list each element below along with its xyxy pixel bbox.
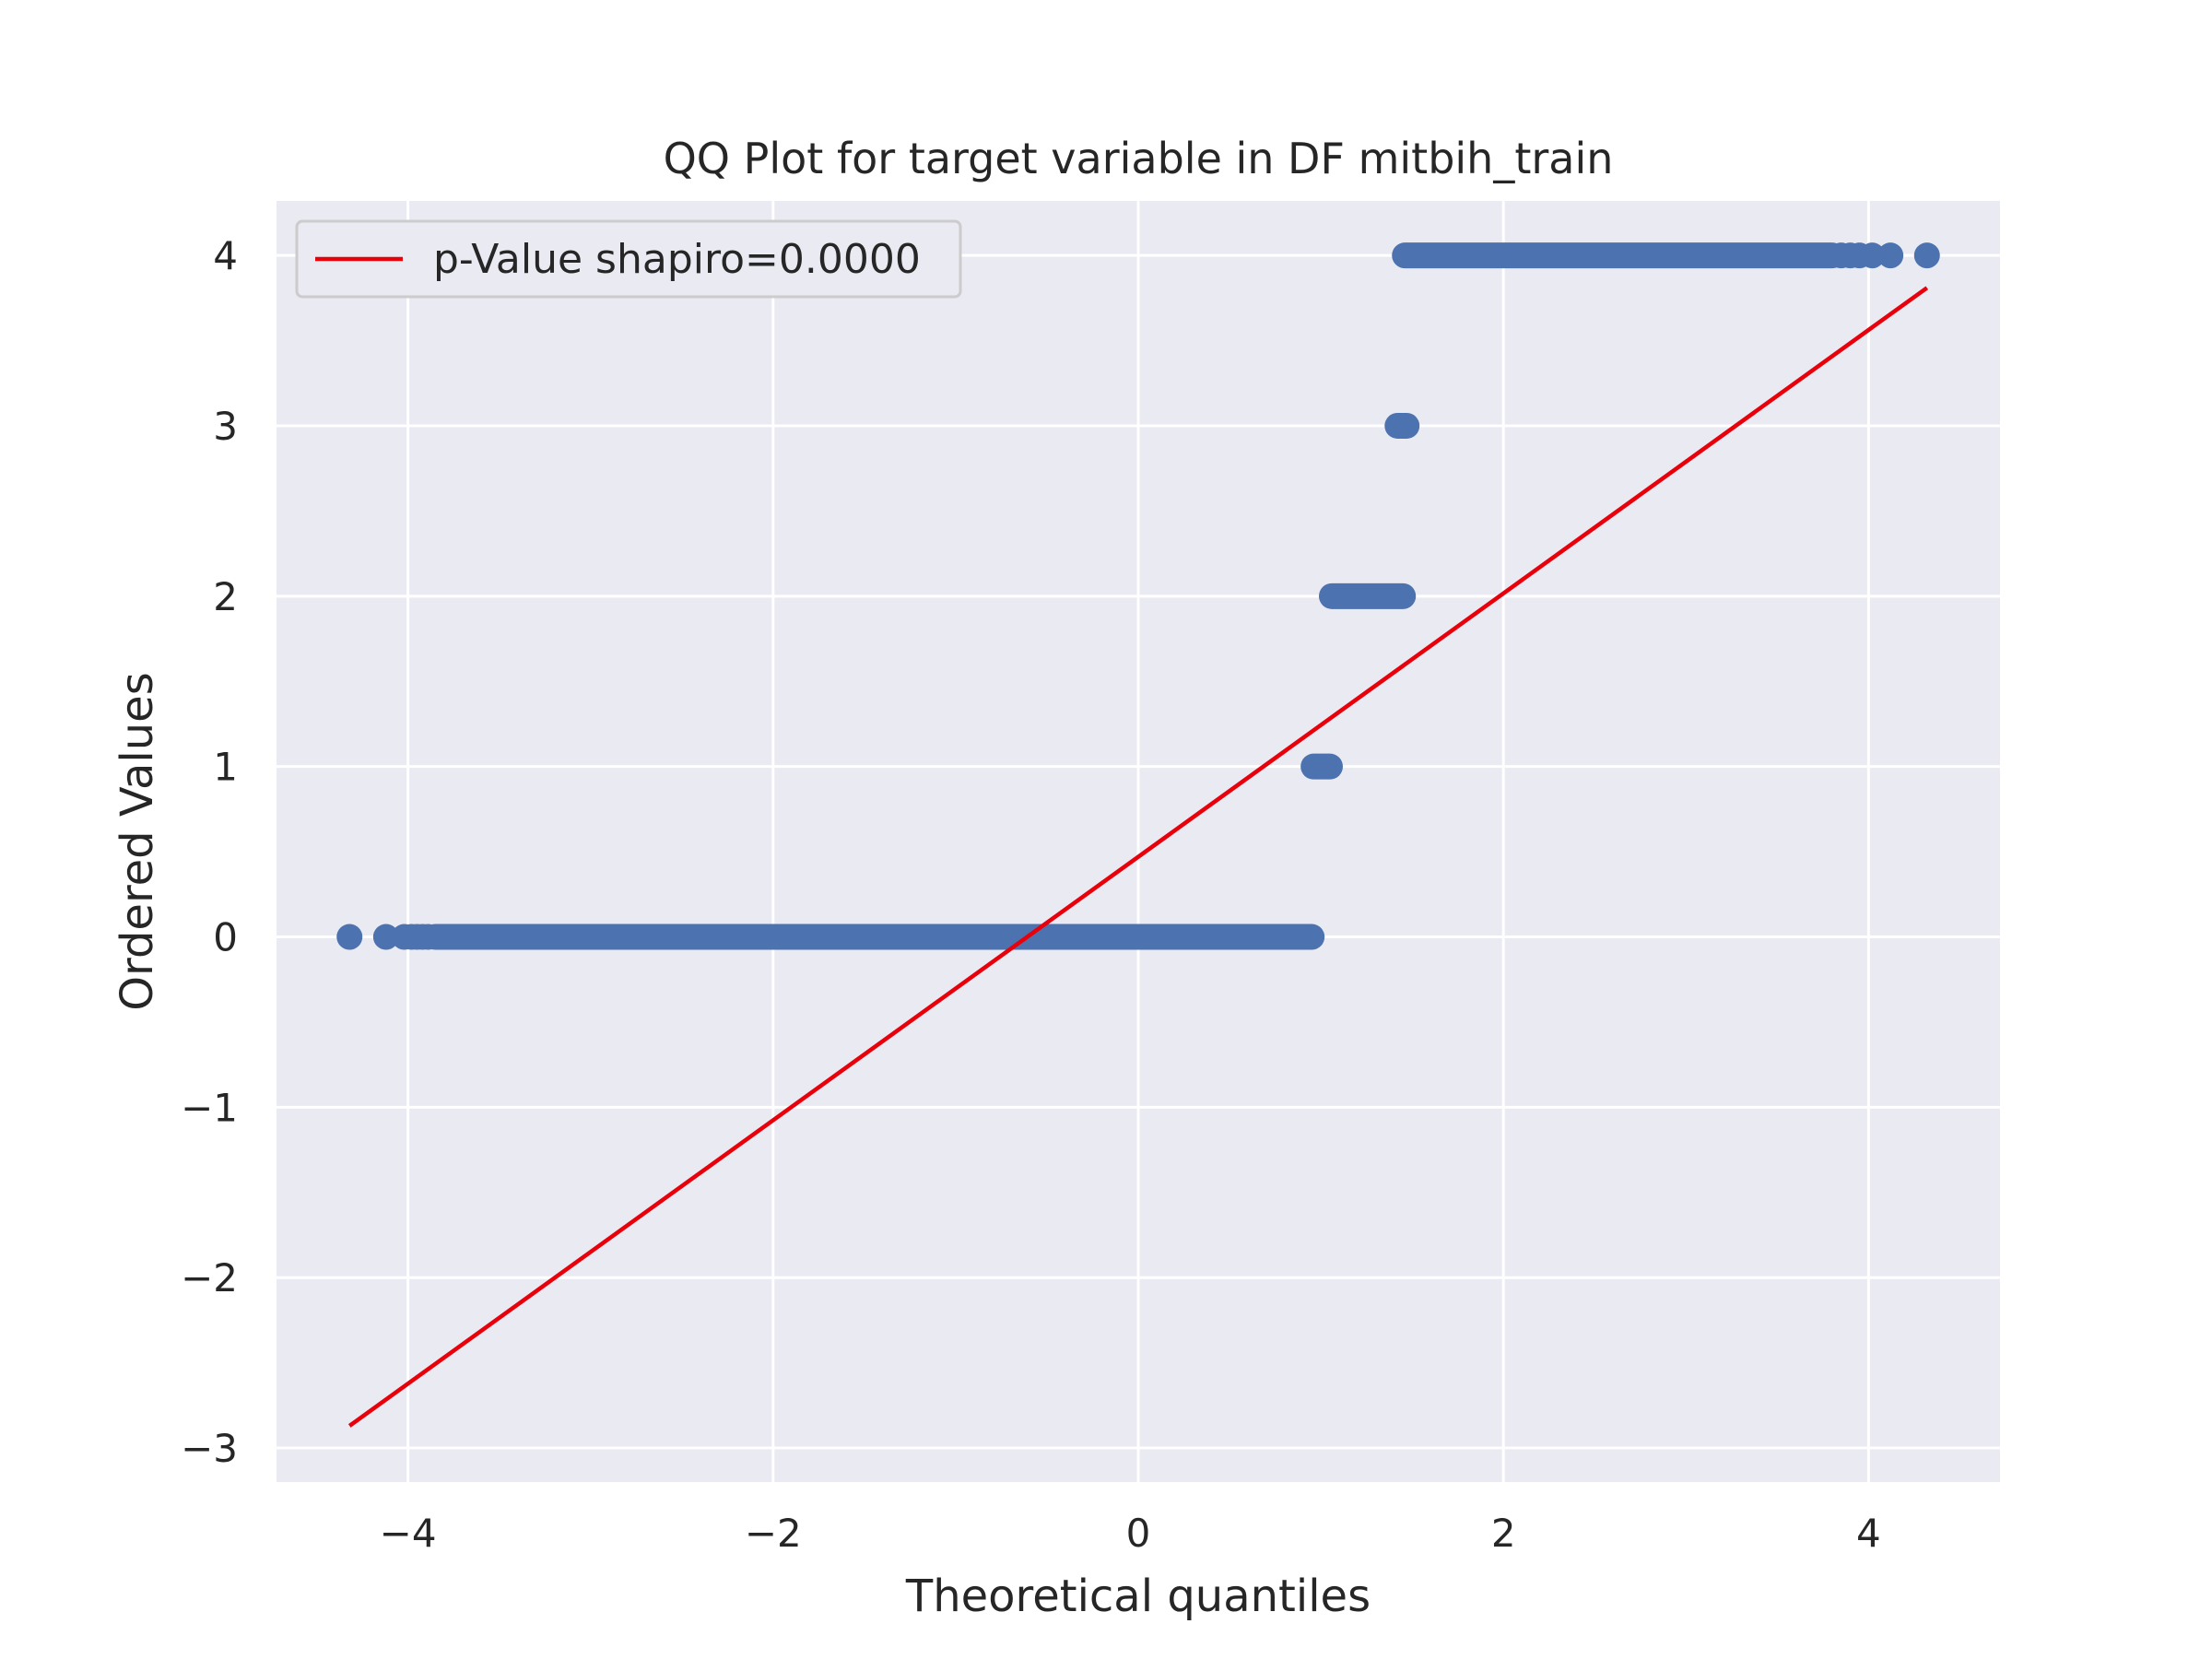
y-tick-label: −1	[181, 1085, 238, 1130]
y-tick-label: −3	[181, 1426, 238, 1471]
y-tick-label: 1	[213, 745, 238, 790]
fit-line-layer	[347, 286, 1929, 1428]
data-point	[415, 924, 441, 950]
data-point	[1859, 242, 1886, 269]
x-axis-label: Theoretical quantiles	[905, 1571, 1371, 1622]
legend-label: p-Value shapiro=0.0000	[433, 236, 921, 283]
legend: p-Value shapiro=0.0000	[295, 219, 962, 299]
y-tick-label: 3	[213, 404, 238, 449]
x-tick-label: −4	[380, 1511, 437, 1556]
chart-title: QQ Plot for target variable in DF mitbih…	[664, 134, 1614, 183]
data-point	[372, 924, 399, 950]
x-tick-label: 2	[1491, 1511, 1516, 1556]
legend-box	[295, 219, 962, 299]
x-tick-label: 0	[1126, 1511, 1151, 1556]
x-tick-label: 4	[1856, 1511, 1881, 1556]
y-tick-label: 4	[213, 233, 238, 278]
data-point	[336, 924, 363, 950]
tick-labels: −4 −2 0 2 4 −3 −2 −1 0 1 2 3 4	[181, 233, 1881, 1556]
fit-line	[347, 286, 1929, 1428]
y-tick-label: −2	[181, 1255, 238, 1300]
y-tick-label: 0	[213, 915, 238, 960]
data-point	[1877, 242, 1904, 269]
x-tick-label: −2	[745, 1511, 802, 1556]
data-points	[336, 242, 1940, 950]
data-point	[1913, 242, 1940, 269]
y-tick-label: 2	[213, 574, 238, 619]
y-axis-label: Ordered Values	[112, 672, 163, 1010]
